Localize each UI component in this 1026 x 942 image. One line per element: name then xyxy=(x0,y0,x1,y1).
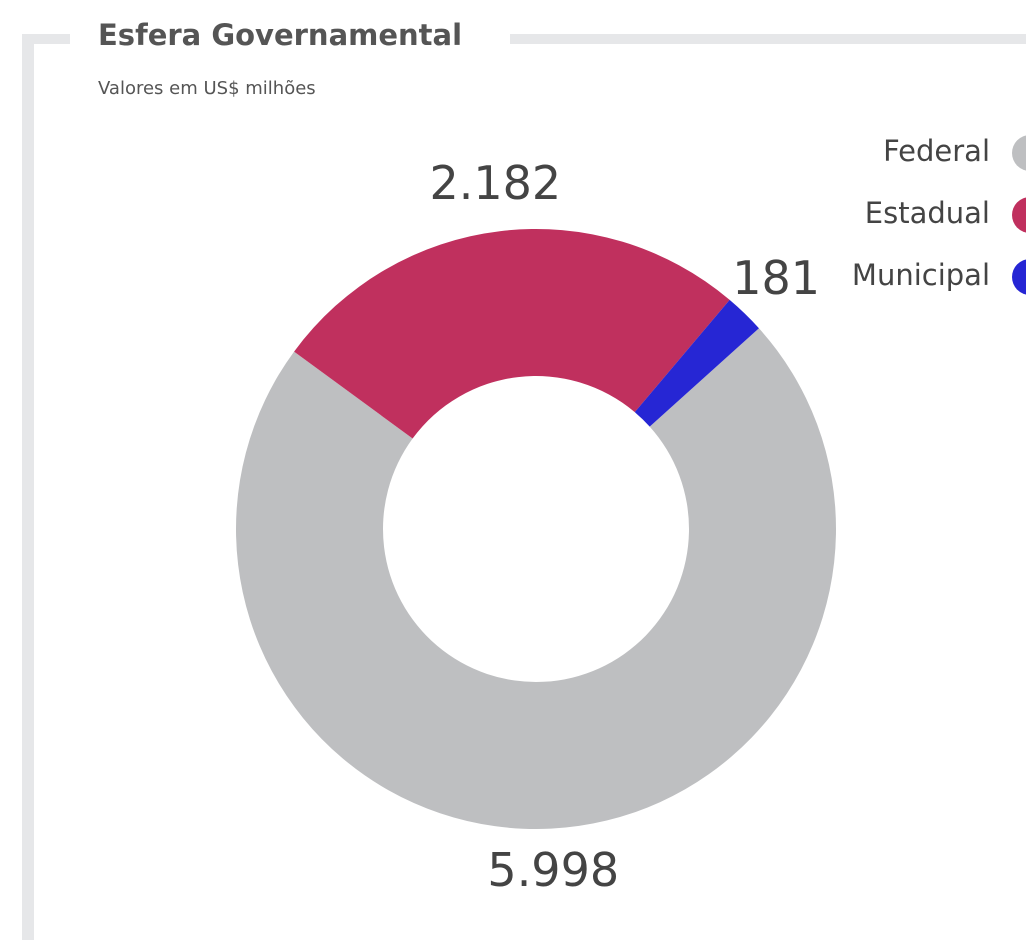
legend-swatch xyxy=(1012,135,1026,171)
chart-subtitle: Valores em US$ milhões xyxy=(98,78,316,99)
donut-slice xyxy=(634,299,759,427)
data-label: 181 xyxy=(732,251,820,305)
data-label: 2.182 xyxy=(429,156,561,210)
legend-label: Federal xyxy=(883,134,990,168)
title-gap xyxy=(70,10,510,60)
frame-top xyxy=(22,34,1026,44)
legend-label: Municipal xyxy=(852,258,990,292)
donut-slice xyxy=(294,229,730,439)
frame-left xyxy=(22,34,34,940)
chart-title: Esfera Governamental xyxy=(98,18,462,52)
legend-swatch xyxy=(1012,259,1026,295)
donut-slice xyxy=(235,328,837,829)
legend-label: Estadual xyxy=(865,196,990,230)
data-label: 5.998 xyxy=(487,843,619,897)
legend-swatch xyxy=(1012,197,1026,233)
